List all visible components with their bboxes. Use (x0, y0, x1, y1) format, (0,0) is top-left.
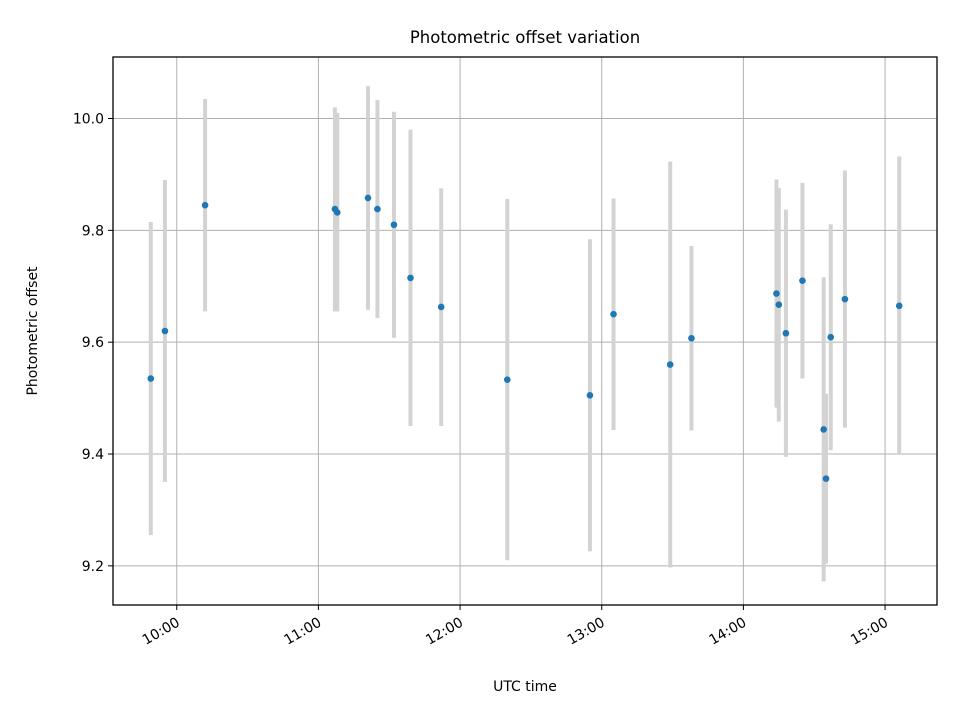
chart-title: Photometric offset variation (410, 28, 640, 47)
data-points (147, 194, 903, 482)
data-point (201, 201, 209, 209)
x-axis-label: UTC time (493, 679, 557, 695)
data-point (820, 426, 827, 433)
data-point (147, 375, 155, 382)
data-point (364, 194, 372, 202)
plot-frame (112, 56, 938, 606)
data-point (775, 301, 783, 309)
data-point (610, 310, 617, 318)
grid (113, 57, 937, 605)
data-point (374, 205, 381, 213)
data-point (503, 376, 511, 383)
data-point (333, 209, 341, 216)
data-point (390, 221, 398, 229)
y-tick-label: 9.2 (82, 559, 104, 575)
y-tick-label: 9.4 (82, 447, 104, 463)
data-point (688, 334, 695, 342)
data-point (841, 295, 849, 303)
data-point (782, 329, 790, 337)
data-point (161, 327, 169, 335)
data-point (773, 290, 780, 297)
data-point (666, 361, 674, 368)
y-axis-label: Photometric offset (25, 266, 41, 396)
data-point (895, 302, 903, 310)
data-point (822, 475, 830, 482)
y-tick-label: 10.0 (73, 112, 104, 128)
y-tick-label: 9.8 (82, 223, 104, 239)
data-point (799, 277, 806, 284)
data-point (407, 274, 414, 282)
y-tick-label: 9.6 (82, 335, 104, 351)
y-axis: 9.2 9.4 9.6 9.8 10.0 (73, 112, 113, 575)
data-point (827, 333, 835, 341)
data-point (437, 303, 445, 311)
data-point (586, 392, 594, 399)
